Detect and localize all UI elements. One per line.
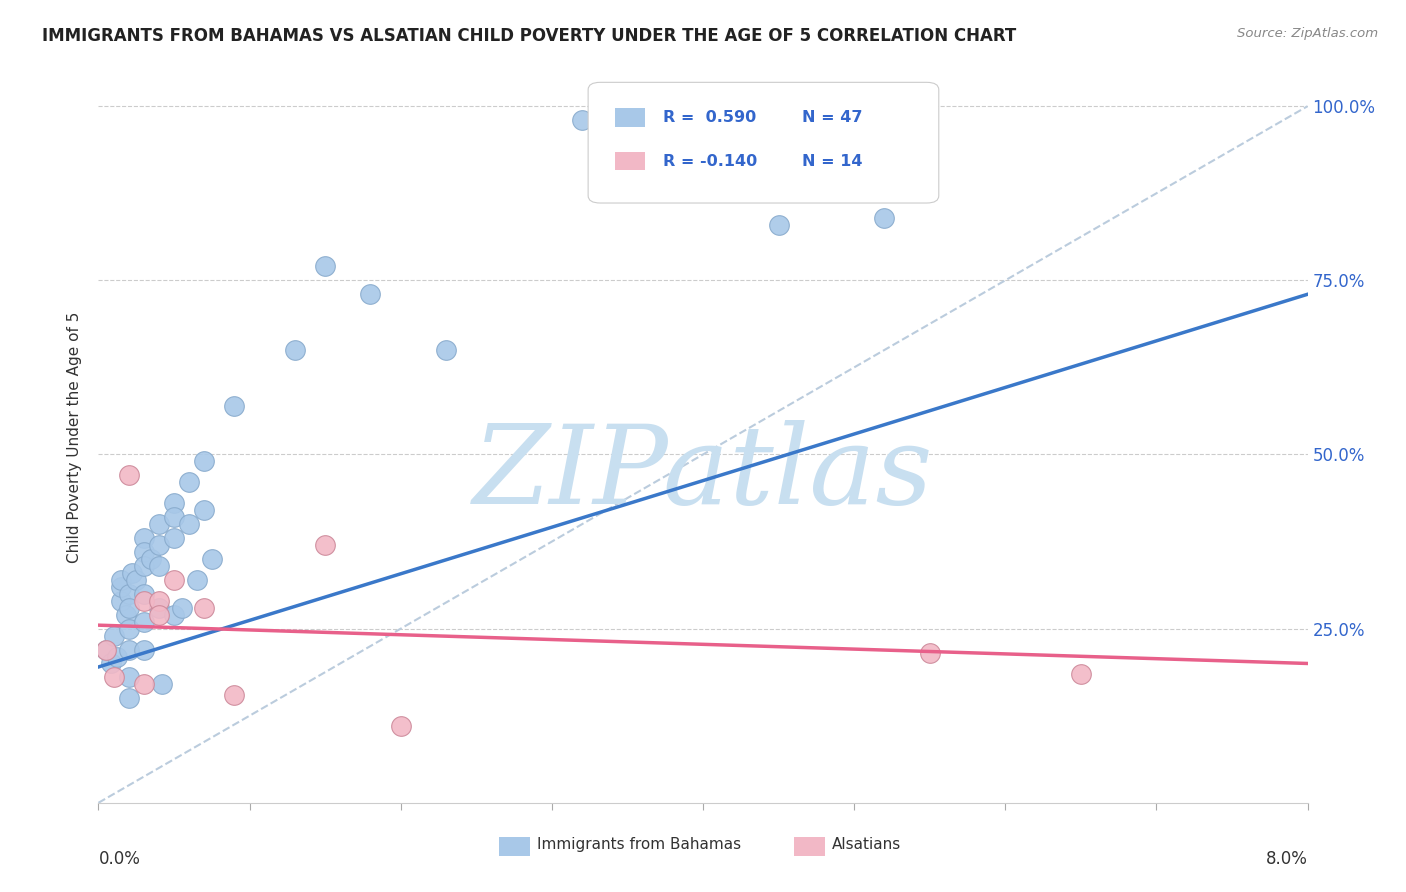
Point [163,607,186,622]
Point [179,475,201,490]
Point [179,517,201,532]
Point [118,600,141,615]
Point [121,566,143,580]
Point [132,677,155,691]
Point [118,642,141,657]
Text: 0.0%: 0.0% [98,850,141,868]
Text: 8.0%: 8.0% [1265,850,1308,868]
Point [314,260,336,274]
Point [148,517,170,532]
Point [193,454,215,468]
Point [163,510,186,524]
Point [360,287,382,301]
Text: N = 14: N = 14 [803,153,863,169]
Point [118,587,141,601]
Text: N = 47: N = 47 [803,110,863,125]
Text: IMMIGRANTS FROM BAHAMAS VS ALSATIAN CHILD POVERTY UNDER THE AGE OF 5 CORRELATION: IMMIGRANTS FROM BAHAMAS VS ALSATIAN CHIL… [42,27,1017,45]
Point [170,600,193,615]
Point [148,607,170,622]
Point [150,677,173,691]
Point [118,691,141,706]
Point [284,343,307,357]
Point [148,538,170,552]
Point [103,629,125,643]
Text: R = -0.140: R = -0.140 [664,153,758,169]
Point [389,719,412,733]
Y-axis label: Child Poverty Under the Age of 5: Child Poverty Under the Age of 5 [67,311,83,563]
Text: R =  0.590: R = 0.590 [664,110,756,125]
Point [224,399,246,413]
Point [105,649,128,664]
Point [132,587,155,601]
Point [224,688,246,702]
Point [100,657,122,671]
FancyBboxPatch shape [614,153,645,170]
Point [110,594,132,608]
Point [201,552,224,566]
Text: Alsatians: Alsatians [832,837,901,852]
Point [163,496,186,510]
Point [118,468,141,483]
Point [132,558,155,573]
Point [94,642,117,657]
Point [132,531,155,545]
Point [314,538,336,552]
Text: Source: ZipAtlas.com: Source: ZipAtlas.com [1237,27,1378,40]
Point [132,594,155,608]
Point [148,600,170,615]
Point [163,531,186,545]
Point [118,622,141,636]
Point [434,343,457,357]
Point [110,573,132,587]
Point [141,552,163,566]
Point [163,573,186,587]
Point [132,545,155,559]
FancyBboxPatch shape [614,108,645,127]
Point [132,642,155,657]
Point [193,600,215,615]
Text: Immigrants from Bahamas: Immigrants from Bahamas [537,837,741,852]
Point [918,646,941,660]
FancyBboxPatch shape [588,82,939,203]
Point [571,113,593,128]
Point [768,218,790,232]
Point [132,615,155,629]
Point [110,580,132,594]
Point [148,594,170,608]
Point [114,607,136,622]
Point [103,670,125,684]
Point [1070,667,1092,681]
Point [118,670,141,684]
Point [94,642,117,657]
Point [148,558,170,573]
Text: ZIPatlas: ZIPatlas [472,420,934,527]
Point [873,211,896,225]
Point [125,573,148,587]
Point [186,573,208,587]
Point [193,503,215,517]
